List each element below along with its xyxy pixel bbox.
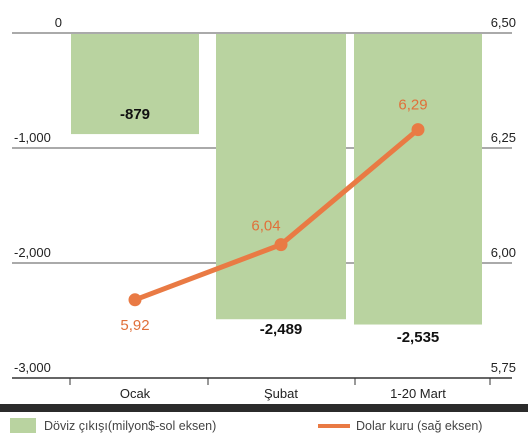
line-value-label: 6,29	[398, 97, 427, 114]
legend-swatch-bars	[10, 418, 36, 433]
right-tick-label: 6,25	[491, 130, 516, 145]
left-tick-label: 0	[55, 15, 62, 30]
left-tick-label: -3,000	[14, 360, 51, 375]
bar	[354, 34, 482, 325]
line-point	[128, 293, 142, 307]
bar	[71, 34, 199, 135]
left-tick-label: -2,000	[14, 245, 51, 260]
right-tick-label: 6,50	[491, 15, 516, 30]
line-series	[128, 123, 425, 307]
category-label: Şubat	[264, 386, 298, 401]
category-label: Ocak	[120, 386, 151, 401]
category-label: 1-20 Mart	[390, 386, 446, 401]
legend: Döviz çıkışı(milyon$-sol eksen) Dolar kur…	[0, 404, 528, 433]
line-point	[274, 238, 288, 252]
line-point	[411, 123, 425, 137]
right-tick-label: 6,00	[491, 245, 516, 260]
bar-value-label: -879	[120, 106, 150, 123]
line-value-label: 6,04	[251, 218, 280, 235]
bar-value-label: -2,535	[397, 329, 440, 346]
right-tick-label: 5,75	[491, 360, 516, 375]
legend-label-bars: Döviz çıkışı(milyon$-sol eksen)	[44, 419, 216, 433]
bars	[71, 34, 482, 325]
legend-divider	[0, 404, 528, 412]
line-value-label: 5,92	[120, 317, 149, 334]
axes: 0 -1,000 -2,000 -3,000 6,50 6,25 6,00 5,75 Ocak Ş…	[12, 15, 516, 401]
legend-label-line: Dolar kuru (sağ eksen)	[356, 419, 482, 433]
data-labels: -879 -2,489 -2,535 5,92 6,04 6,29	[120, 97, 439, 346]
bar	[216, 34, 346, 320]
left-tick-label: -1,000	[14, 130, 51, 145]
bar-value-label: -2,489	[260, 321, 303, 338]
